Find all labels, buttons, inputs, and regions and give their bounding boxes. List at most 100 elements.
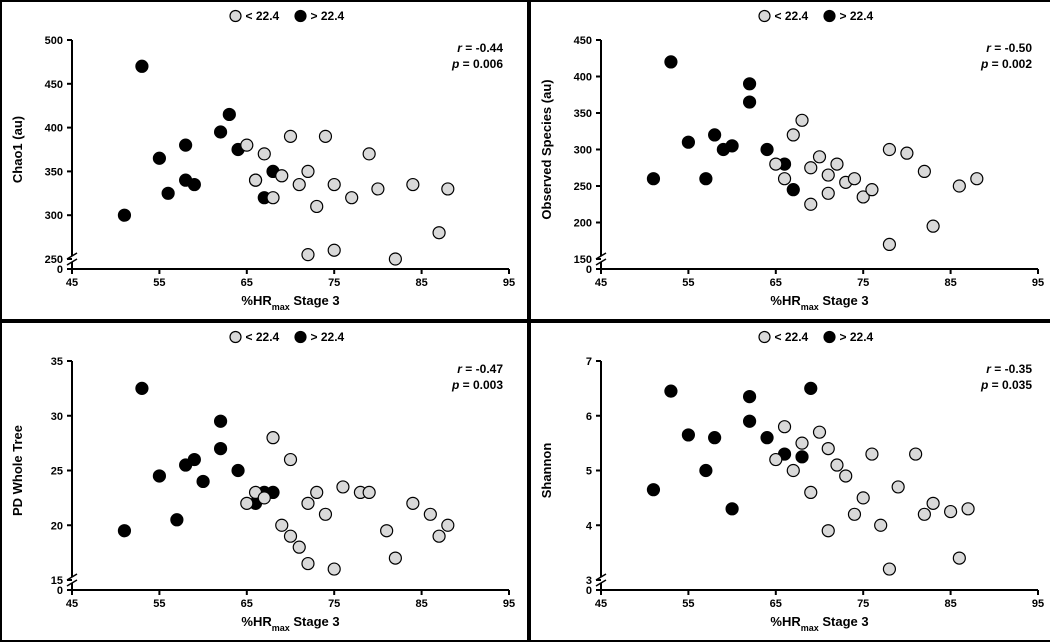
svg-text:55: 55 <box>682 277 694 289</box>
scatter-shannon: 455565758595345670%HRmax Stage 3Shannon<… <box>531 323 1050 640</box>
legend-marker-lt <box>759 332 770 343</box>
svg-text:55: 55 <box>682 598 694 610</box>
data-point-lt <box>258 148 270 160</box>
data-point-lt <box>848 173 860 185</box>
data-point-lt <box>328 563 340 575</box>
legend-marker-gt <box>824 11 835 22</box>
scatter-observed: 4555657585951502002503003504004500%HRmax… <box>531 2 1050 319</box>
svg-text:95: 95 <box>1032 277 1044 289</box>
panel-observed: 4555657585951502002503003504004500%HRmax… <box>529 0 1050 321</box>
data-point-lt <box>311 486 323 498</box>
data-point-lt <box>276 170 288 182</box>
svg-text:0: 0 <box>586 585 592 597</box>
data-point-lt <box>875 519 887 531</box>
svg-text:85: 85 <box>415 277 427 289</box>
svg-text:0: 0 <box>57 264 63 276</box>
svg-text:55: 55 <box>153 277 165 289</box>
data-point-lt <box>805 198 817 210</box>
svg-text:25: 25 <box>51 466 63 478</box>
data-point-lt <box>883 563 895 575</box>
data-point-lt <box>363 148 375 160</box>
data-point-gt <box>188 454 200 466</box>
stat-p: p = 0.006 <box>451 57 503 71</box>
data-point-lt <box>910 448 922 460</box>
data-point-lt <box>302 497 314 509</box>
data-point-lt <box>442 183 454 195</box>
data-point-lt <box>796 437 808 449</box>
stat-r: r = -0.35 <box>986 362 1032 376</box>
legend-label-lt: < 22.4 <box>246 330 280 344</box>
data-point-lt <box>407 497 419 509</box>
svg-text:20: 20 <box>51 520 63 532</box>
data-point-lt <box>285 130 297 142</box>
data-point-gt <box>744 96 756 108</box>
data-point-lt <box>883 144 895 156</box>
data-point-gt <box>709 432 721 444</box>
legend-label-gt: > 22.4 <box>311 330 345 344</box>
svg-text:0: 0 <box>586 264 592 276</box>
data-point-lt <box>337 481 349 493</box>
svg-text:65: 65 <box>241 277 253 289</box>
svg-text:95: 95 <box>503 598 515 610</box>
svg-text:45: 45 <box>66 598 78 610</box>
data-point-lt <box>831 459 843 471</box>
svg-text:85: 85 <box>944 598 956 610</box>
data-point-lt <box>276 519 288 531</box>
data-point-gt <box>215 443 227 455</box>
x-axis-label: %HRmax Stage 3 <box>770 614 868 633</box>
legend-marker-gt <box>295 11 306 22</box>
svg-text:95: 95 <box>1032 598 1044 610</box>
svg-text:45: 45 <box>595 598 607 610</box>
legend-label-gt: > 22.4 <box>840 330 874 344</box>
data-point-lt <box>372 183 384 195</box>
data-point-lt <box>787 465 799 477</box>
data-point-lt <box>796 114 808 126</box>
data-point-gt <box>761 432 773 444</box>
svg-text:75: 75 <box>328 277 340 289</box>
data-point-gt <box>726 503 738 515</box>
data-point-lt <box>918 508 930 520</box>
svg-text:65: 65 <box>241 598 253 610</box>
svg-text:65: 65 <box>770 277 782 289</box>
data-point-lt <box>831 158 843 170</box>
svg-text:45: 45 <box>66 277 78 289</box>
data-point-lt <box>433 530 445 542</box>
stat-r: r = -0.44 <box>457 41 503 55</box>
data-point-gt <box>215 126 227 138</box>
svg-text:450: 450 <box>574 35 592 47</box>
data-point-lt <box>918 165 930 177</box>
svg-text:400: 400 <box>45 123 63 135</box>
svg-text:65: 65 <box>770 598 782 610</box>
svg-text:7: 7 <box>586 356 592 368</box>
data-point-lt <box>927 497 939 509</box>
data-point-gt <box>171 514 183 526</box>
data-point-lt <box>267 432 279 444</box>
data-point-lt <box>848 508 860 520</box>
svg-text:300: 300 <box>574 145 592 157</box>
data-point-lt <box>962 503 974 515</box>
legend-marker-lt <box>230 11 241 22</box>
svg-text:35: 35 <box>51 356 63 368</box>
data-point-lt <box>866 184 878 196</box>
data-point-lt <box>389 552 401 564</box>
data-point-lt <box>953 180 965 192</box>
data-point-gt <box>153 470 165 482</box>
data-point-lt <box>779 421 791 433</box>
data-point-lt <box>285 530 297 542</box>
scatter-pdtree: 45556575859515202530350%HRmax Stage 3PD … <box>2 323 527 640</box>
y-axis-label: Observed Species (au) <box>539 79 554 219</box>
data-point-gt <box>796 451 808 463</box>
data-point-gt <box>215 415 227 427</box>
data-point-lt <box>971 173 983 185</box>
y-axis-label: Shannon <box>539 443 554 499</box>
x-axis-label: %HRmax Stage 3 <box>241 614 339 633</box>
data-point-gt <box>726 140 738 152</box>
data-point-lt <box>328 179 340 191</box>
legend-label-gt: > 22.4 <box>311 9 345 23</box>
svg-text:85: 85 <box>415 598 427 610</box>
data-point-lt <box>328 244 340 256</box>
data-point-gt <box>744 391 756 403</box>
data-point-gt <box>709 129 721 141</box>
data-point-gt <box>647 484 659 496</box>
data-point-lt <box>822 525 834 537</box>
